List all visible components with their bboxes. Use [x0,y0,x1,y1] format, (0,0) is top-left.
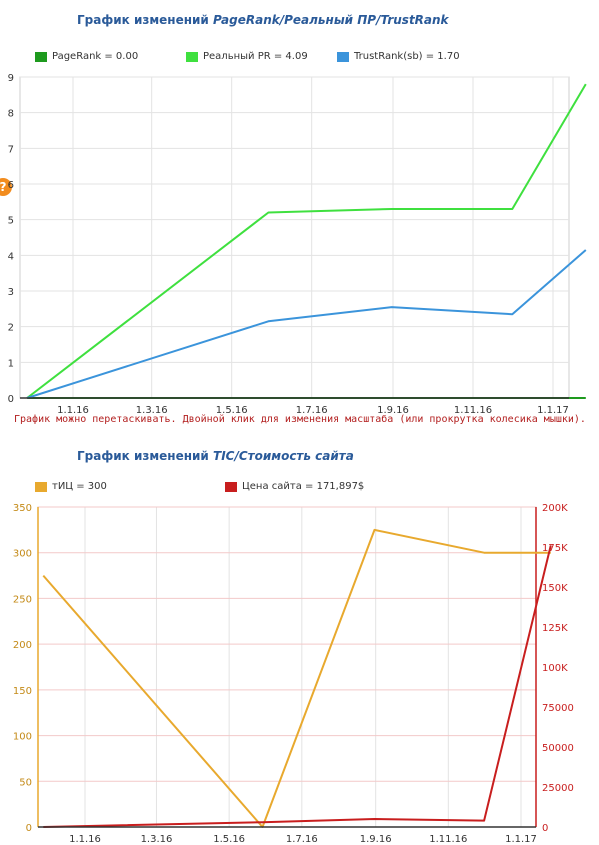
chart1-series-line-1 [26,83,587,399]
chart2-title: График изменений ТІС/Стоимость сайта [77,449,354,463]
chart1-x-tick-label: 1.1.17 [537,405,569,416]
legend-item-pagerank[interactable]: PageRank = 0.00 [35,51,138,62]
chart2-y-tick-label: 300 [13,549,32,560]
chart2-y-tick-label: 0 [26,823,32,834]
chart1-series-line-2 [26,249,587,399]
chart2-y2-tick-label: 200K [542,503,568,514]
chart2-y2-tick-label: 125K [542,623,568,634]
chart2-title-italic: ТІС/Стоимость сайта [213,449,354,463]
legend-item-tic[interactable]: тИЦ = 300 [35,481,107,492]
chart2-y-tick-label: 200 [13,640,32,651]
chart1-plot[interactable]: 1.1.16 1.3.16 1.5.16 1.7.16 1.9.16 1.11.16 1.1… [0,0,599,420]
legend-swatch-real-pr [186,51,198,62]
chart1-y-tick-label: 0 [8,394,14,405]
help-icon[interactable]: ? [0,178,12,196]
chart1-y-tick-label: 9 [8,73,14,84]
chart2-x-tick-label: 1.1.16 [69,834,101,845]
legend-swatch-trustrank [337,51,349,62]
chart2-x-tick-label: 1.7.16 [286,834,318,845]
chart1-y-tick-label: 2 [8,323,14,334]
chart1-x-tick-label: 1.7.16 [296,405,328,416]
chart1-drag-hint: График можно перетаскивать. Двойной клик… [14,414,586,425]
chart2-y2-tick-label: 75000 [542,703,574,714]
chart2-x-tick-label: 1.5.16 [213,834,245,845]
legend-item-site-price[interactable]: Цена сайта = 171,897$ [225,481,364,492]
legend-label-trustrank: TrustRank(sb) = 1.70 [354,51,460,62]
chart2-y-tick-label: 50 [19,777,32,788]
chart2-x-tick-label: 1.1.17 [505,834,537,845]
chart2-y2-tick-label: 25000 [542,783,574,794]
legend-item-trustrank[interactable]: TrustRank(sb) = 1.70 [337,51,460,62]
chart1-y-tick-label: 3 [8,287,14,298]
chart1-title-prefix: График изменений [77,13,214,27]
chart2-series-line-0 [42,528,551,828]
chart1-y-tick-label: 5 [8,216,14,227]
legend-swatch-tic [35,481,47,492]
chart2-y-tick-label: 350 [13,503,32,514]
legend-swatch-site-price [225,481,237,492]
chart2-x-tick-label: 1.9.16 [360,834,392,845]
legend-swatch-pagerank [35,51,47,62]
chart1-x-tick-label: 1.3.16 [136,405,168,416]
legend-label-pagerank: PageRank = 0.00 [52,51,139,62]
chart1-x-tick-label: 1.11.16 [454,405,492,416]
chart1-x-tick-label: 1.1.16 [57,405,89,416]
chart2-x-tick-label: 1.11.16 [429,834,467,845]
chart2-x-tick-label: 1.3.16 [141,834,173,845]
chart2-y2-tick-label: 100K [542,663,568,674]
legend-label-real-pr: Реальный PR = 4.09 [203,51,308,62]
chart1-y-tick-label: 4 [8,251,14,262]
legend-label-tic: тИЦ = 300 [52,481,107,492]
chart2-y-tick-label: 100 [13,732,32,743]
legend-item-real-pr[interactable]: Реальный PR = 4.09 [186,51,308,62]
chart1-y-tick-label: 6 [8,180,14,191]
chart2-series-line-1 [43,545,552,828]
legend-label-site-price: Цена сайта = 171,897$ [242,481,365,492]
chart1-y-tick-label: 7 [8,144,14,155]
chart2-y2-tick-label: 150K [542,583,568,594]
chart2-y-tick-label: 250 [13,594,32,605]
chart1-y-tick-label: 8 [8,109,14,120]
chart2-y-tick-label: 150 [13,686,32,697]
chart2-plot-area [37,506,537,828]
chart2-y2-tick-label: 175K [542,543,568,554]
chart2-y2-tick-label: 50000 [542,743,574,754]
chart1-title: График изменений PageRank/Реальный ПР/Tr… [77,13,449,27]
chart1-x-tick-label: 1.9.16 [377,405,409,416]
chart2-y2-tick-label: 0 [542,823,548,834]
chart1-title-italic: PageRank/Реальный ПР/TrustRank [213,13,449,27]
chart1-y-tick-label: 1 [8,358,14,369]
chart1-x-tick-label: 1.5.16 [216,405,248,416]
chart2-title-prefix: График изменений [77,449,214,463]
